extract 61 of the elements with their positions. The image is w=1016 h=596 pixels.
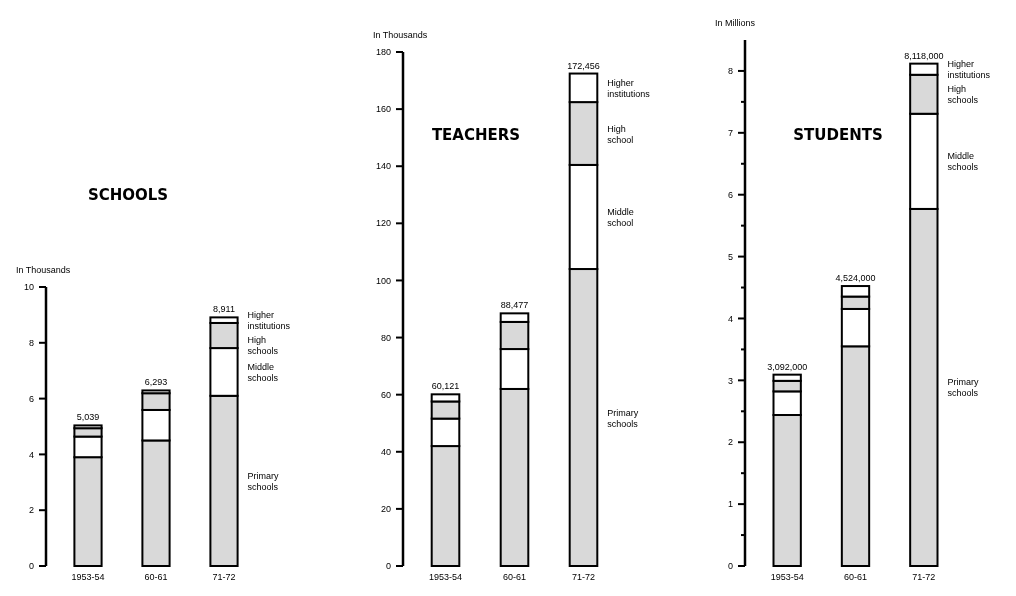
- y-tick-label: 0: [727, 561, 733, 572]
- y-tick-label: 2: [28, 505, 34, 516]
- x-tick-label: 71-72: [212, 572, 236, 582]
- total-label: 4,524,000: [835, 273, 876, 284]
- total-label: 3,092,000: [767, 361, 808, 372]
- y-tick-label: 180: [375, 47, 391, 58]
- y-tick-label: 6: [28, 393, 34, 404]
- series-label: High schools: [947, 84, 979, 106]
- total-label: 5,039: [76, 412, 100, 423]
- series-label: Middle schools: [947, 151, 979, 173]
- y-axis-title: In Thousands: [373, 30, 428, 40]
- series-label: Higher institutions: [947, 59, 991, 81]
- text: STUDENTS: [793, 126, 883, 144]
- total-label: 172,456: [567, 60, 600, 71]
- series-label: Middle schools: [247, 361, 279, 383]
- y-tick-label: 8: [28, 337, 34, 348]
- y-tick-label: 4: [727, 313, 733, 324]
- x-tick-label: 1953-54: [770, 572, 804, 582]
- x-tick-label: 60-61: [144, 572, 168, 582]
- total-label: 8,118,000: [904, 50, 944, 61]
- x-tick-label: 71-72: [912, 572, 936, 582]
- series-label: Higher institutions: [247, 310, 291, 332]
- x-tick-label: 60-61: [502, 572, 527, 582]
- y-tick-label: 20: [380, 504, 391, 515]
- y-tick-label: 80: [380, 332, 391, 343]
- total-label: 8,911: [213, 304, 235, 315]
- y-axis-title: In Millions: [715, 18, 756, 28]
- x-tick-label: 1953-54: [71, 572, 105, 582]
- series-label: Primary schools: [247, 470, 280, 492]
- x-tick-label: 1953-54: [428, 572, 463, 582]
- total-label: 6,293: [144, 377, 168, 388]
- y-tick-label: 8: [727, 66, 733, 77]
- y-tick-label: 6: [727, 189, 733, 200]
- series-label: Middle school: [607, 206, 634, 228]
- y-tick-label: 10: [23, 282, 34, 293]
- chart-title: SCHOOLS: [87, 186, 169, 204]
- total-label: 60,121: [431, 381, 460, 392]
- series-label: Primary schools: [947, 377, 979, 399]
- series-label: High school: [607, 123, 634, 145]
- y-axis-title: In Thousands: [16, 265, 71, 275]
- x-tick-label: 60-61: [843, 572, 868, 582]
- y-tick-label: 2: [727, 437, 733, 448]
- y-tick-label: 160: [375, 104, 391, 115]
- series-label: Higher institutions: [607, 77, 651, 99]
- y-tick-label: 4: [28, 449, 34, 460]
- series-label: High schools: [247, 335, 279, 357]
- series-label: Primary schools: [607, 407, 639, 429]
- x-tick-label: 71-72: [571, 572, 596, 582]
- y-tick-label: 140: [375, 161, 391, 172]
- y-tick-label: 1: [727, 499, 733, 510]
- text: TEACHERS: [431, 126, 521, 144]
- y-tick-label: 100: [375, 275, 391, 286]
- y-tick-label: 3: [727, 375, 733, 386]
- y-tick-label: 0: [385, 561, 391, 572]
- y-tick-label: 0: [28, 561, 34, 572]
- total-label: 88,477: [500, 300, 529, 311]
- y-tick-label: 60: [380, 389, 391, 400]
- y-tick-label: 5: [727, 251, 733, 262]
- y-tick-label: 7: [727, 127, 733, 138]
- y-tick-label: 120: [375, 218, 391, 229]
- y-tick-label: 40: [380, 446, 391, 457]
